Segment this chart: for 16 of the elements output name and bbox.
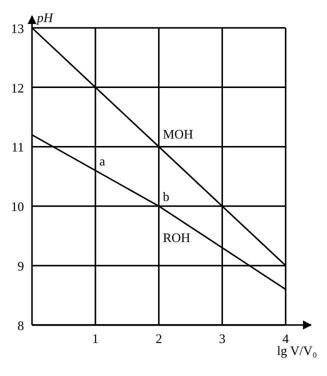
y-tick-label: 13	[11, 20, 24, 36]
series-label: MOH	[162, 126, 194, 142]
x-tick-label: 4	[282, 331, 290, 346]
series-label: ROH	[162, 230, 190, 246]
annotation: b	[162, 189, 170, 204]
y-tick-label: 11	[11, 140, 24, 155]
x-tick-label: 1	[92, 331, 99, 346]
y-axis-title: pH	[36, 10, 54, 25]
y-tick-label: 9	[18, 258, 24, 274]
y-tick-label: 12	[11, 80, 24, 96]
y-tick-label: 8	[18, 318, 24, 333]
x-tick-label: 3	[218, 331, 226, 346]
x-tick-label: 2	[156, 331, 162, 346]
x-axis-title: lg V/V₀	[276, 343, 318, 358]
y-tick-label: 10	[11, 199, 24, 214]
annotation: a	[99, 154, 106, 168]
